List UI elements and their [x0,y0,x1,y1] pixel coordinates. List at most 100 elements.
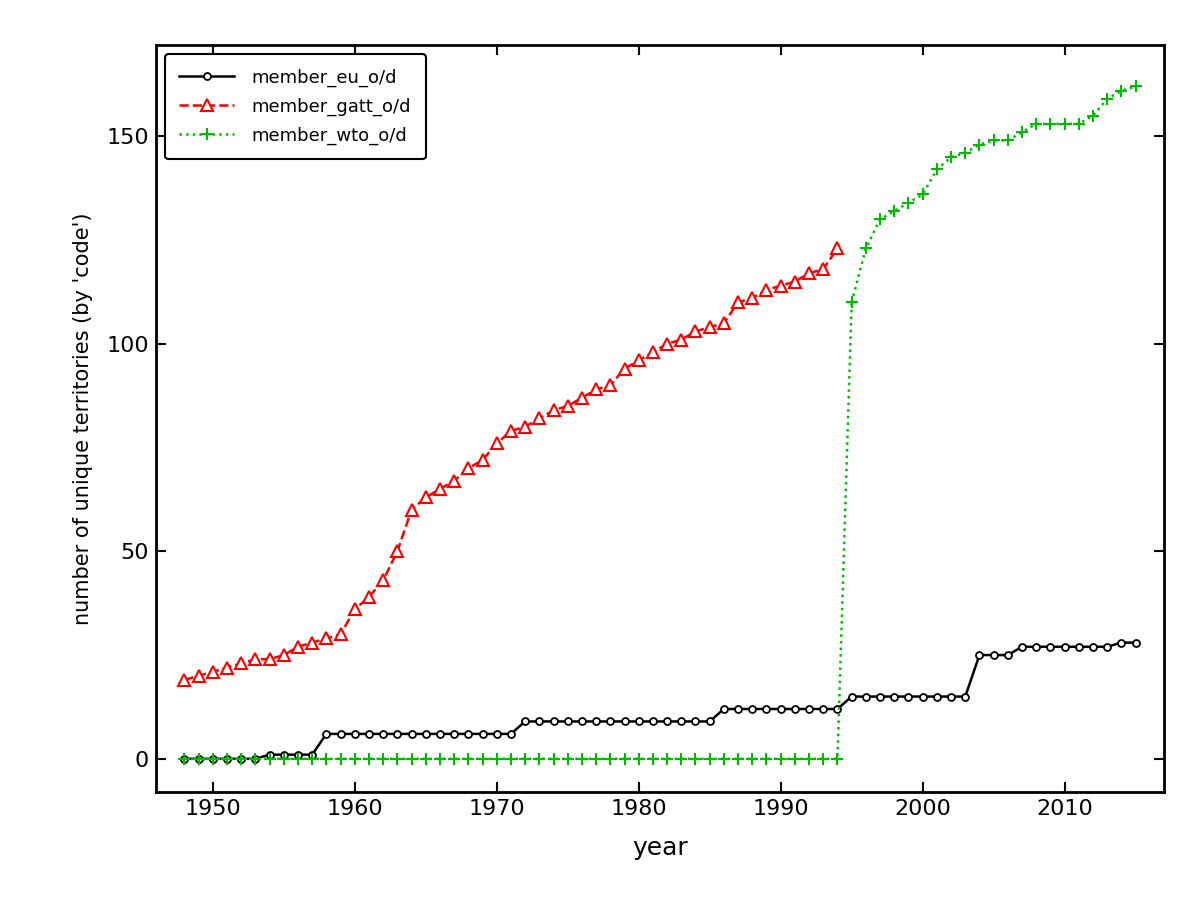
X-axis label: year: year [632,835,688,860]
member_wto_o/d [816,753,830,764]
member_wto_o/d [646,753,660,764]
member_wto_o/d [419,753,433,764]
member_gatt_o/d [220,662,234,673]
member_gatt_o/d [631,355,646,365]
member_wto_o/d [716,753,731,764]
member_wto_o/d [234,753,248,764]
member_wto_o/d [404,753,419,764]
member_wto_o/d [546,753,560,764]
member_gatt_o/d [319,633,334,643]
member_gatt_o/d [334,629,348,640]
member_wto_o/d [490,753,504,764]
member_wto_o/d [361,753,376,764]
Y-axis label: number of unique territories (by 'code'): number of unique territories (by 'code') [72,212,92,625]
member_eu_o/d [1128,637,1142,648]
member_eu_o/d [575,716,589,727]
member_wto_o/d [205,753,220,764]
member_gatt_o/d [660,338,674,349]
member_gatt_o/d [419,492,433,503]
member_wto_o/d [660,753,674,764]
member_gatt_o/d [475,454,490,465]
member_wto_o/d [774,753,788,764]
member_gatt_o/d [290,642,305,652]
member_gatt_o/d [191,670,205,681]
Line: member_eu_o/d: member_eu_o/d [181,639,1139,762]
member_gatt_o/d [348,604,362,615]
member_wto_o/d [191,753,205,764]
member_gatt_o/d [546,405,560,416]
member_eu_o/d [390,728,404,739]
member_gatt_o/d [560,400,575,411]
member_wto_o/d [617,753,631,764]
member_gatt_o/d [745,292,760,303]
member_wto_o/d [702,753,716,764]
member_gatt_o/d [490,438,504,449]
member_wto_o/d [674,753,689,764]
member_wto_o/d [446,753,461,764]
member_gatt_o/d [731,297,745,308]
member_gatt_o/d [830,243,845,254]
member_wto_o/d [745,753,760,764]
member_eu_o/d [716,704,731,715]
member_wto_o/d [319,753,334,764]
member_wto_o/d [305,753,319,764]
member_gatt_o/d [702,322,716,333]
member_wto_o/d [376,753,390,764]
member_gatt_o/d [774,280,788,291]
member_eu_o/d [178,753,192,764]
member_wto_o/d [731,753,745,764]
member_gatt_o/d [276,650,290,661]
member_gatt_o/d [716,318,731,328]
member_gatt_o/d [617,364,631,374]
member_gatt_o/d [205,666,220,677]
member_gatt_o/d [461,463,475,473]
member_gatt_o/d [263,653,277,664]
member_wto_o/d [518,753,533,764]
member_gatt_o/d [234,658,248,669]
member_gatt_o/d [816,264,830,274]
member_wto_o/d [178,753,192,764]
member_wto_o/d [802,753,816,764]
member_wto_o/d [276,753,290,764]
member_gatt_o/d [532,413,546,424]
member_gatt_o/d [604,380,618,391]
member_wto_o/d [532,753,546,764]
member_gatt_o/d [178,675,192,686]
member_gatt_o/d [446,475,461,486]
member_wto_o/d [504,753,518,764]
member_gatt_o/d [802,268,816,279]
member_gatt_o/d [760,284,774,295]
member_wto_o/d [348,753,362,764]
member_wto_o/d [433,753,448,764]
member_wto_o/d [475,753,490,764]
member_eu_o/d [1115,637,1129,648]
member_wto_o/d [787,753,802,764]
member_wto_o/d [220,753,234,764]
member_gatt_o/d [689,326,703,337]
member_gatt_o/d [390,546,404,557]
member_eu_o/d [1030,642,1044,652]
member_gatt_o/d [305,637,319,648]
member_gatt_o/d [518,421,533,432]
member_wto_o/d [604,753,618,764]
member_wto_o/d [631,753,646,764]
member_wto_o/d [575,753,589,764]
member_wto_o/d [560,753,575,764]
member_wto_o/d [290,753,305,764]
member_wto_o/d [461,753,475,764]
member_gatt_o/d [787,276,802,287]
member_wto_o/d [334,753,348,764]
member_gatt_o/d [575,392,589,403]
Line: member_wto_o/d: member_wto_o/d [179,297,857,764]
member_gatt_o/d [504,426,518,436]
member_gatt_o/d [674,334,689,345]
member_wto_o/d [390,753,404,764]
Legend: member_eu_o/d, member_gatt_o/d, member_wto_o/d: member_eu_o/d, member_gatt_o/d, member_w… [166,54,426,159]
member_eu_o/d [404,728,419,739]
member_wto_o/d [689,753,703,764]
member_wto_o/d [830,753,845,764]
member_gatt_o/d [361,591,376,602]
member_eu_o/d [731,704,745,715]
member_gatt_o/d [404,504,419,515]
Line: member_gatt_o/d: member_gatt_o/d [179,243,844,686]
